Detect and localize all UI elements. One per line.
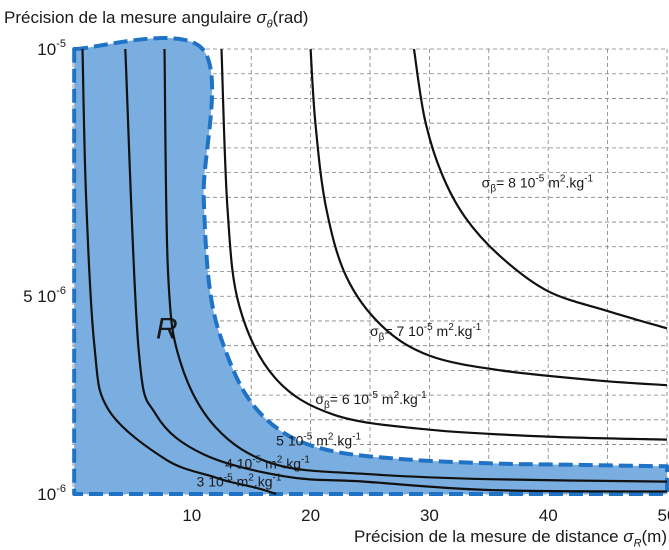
y-tick-exponent: -5 bbox=[56, 38, 66, 50]
label-unit2-exp: -1 bbox=[584, 173, 593, 184]
label-unit-exp: 2 bbox=[394, 390, 400, 401]
y-axis-title-subscript: θ bbox=[266, 18, 273, 31]
y-axis-title-symbol: σ bbox=[256, 8, 267, 27]
label-value: 6 bbox=[342, 391, 350, 407]
curve-4 bbox=[124, 48, 668, 493]
label-subscript: β bbox=[490, 183, 496, 194]
y-tick-exponent: -6 bbox=[56, 285, 66, 297]
curve-labels: σβ= 8 10-5 m2.kg-1σβ= 7 10-5 m2.kg-1σβ= … bbox=[197, 173, 594, 489]
label-unit2: .kg bbox=[282, 455, 301, 471]
label-power-base: 10 bbox=[516, 174, 536, 190]
label-subscript: β bbox=[379, 332, 385, 343]
label-exponent: -5 bbox=[252, 454, 261, 465]
label-exponent: -5 bbox=[303, 432, 312, 443]
label-unit2: .kg bbox=[454, 323, 473, 339]
label-equals: = bbox=[384, 323, 396, 339]
label-unit2-exp: -1 bbox=[301, 454, 310, 465]
label-unit2-exp: -1 bbox=[418, 390, 427, 401]
label-unit-exp: 2 bbox=[328, 432, 334, 443]
label-unit-exp: 2 bbox=[277, 454, 283, 465]
label-power-base: 10 bbox=[204, 474, 224, 490]
label-unit-exp: 2 bbox=[248, 473, 254, 484]
label-unit: m bbox=[378, 391, 394, 407]
label-unit2-exp: -1 bbox=[273, 473, 282, 484]
y-axis-title: Précision de la mesure angulaire σθ(rad) bbox=[4, 8, 308, 30]
label-unit: m bbox=[312, 433, 328, 449]
label-value: 5 bbox=[276, 433, 284, 449]
curve-label-7: σβ= 7 10-5 m2.kg-1 bbox=[370, 322, 482, 343]
label-unit-exp: 2 bbox=[448, 322, 454, 333]
tick-labels: 102030405010-55 10-610-6 bbox=[23, 38, 669, 525]
y-tick-base: 5 10 bbox=[23, 287, 56, 306]
x-tick-label: 40 bbox=[539, 506, 558, 525]
curve-label-8: σβ= 8 10-5 m2.kg-1 bbox=[482, 173, 594, 194]
label-power-base: 10 bbox=[350, 391, 370, 407]
label-power-base: 10 bbox=[404, 323, 424, 339]
label-unit2: .kg bbox=[399, 391, 418, 407]
x-axis-title-unit: (m) bbox=[641, 527, 667, 546]
curve-label-3: 3 10-5 m2.kg-1 bbox=[197, 473, 282, 490]
curve-6 bbox=[220, 48, 668, 441]
x-axis-title-subscript: R bbox=[633, 537, 642, 550]
y-tick-exponent: -6 bbox=[56, 483, 66, 495]
curve-label-5: 5 10-5 m2.kg-1 bbox=[276, 432, 361, 449]
label-value: 7 bbox=[396, 323, 404, 339]
label-sigma: σ bbox=[482, 174, 491, 190]
label-unit: m bbox=[261, 455, 277, 471]
curve-label-4: 4 10-5 m2.kg-1 bbox=[225, 454, 310, 471]
curve-8 bbox=[412, 48, 668, 330]
x-axis-title-text: Précision de la mesure de distance bbox=[353, 527, 624, 546]
label-value: 8 bbox=[508, 174, 516, 190]
curve-7 bbox=[309, 48, 668, 387]
y-axis-title-unit: (rad) bbox=[272, 8, 309, 27]
label-unit2-exp: -1 bbox=[352, 432, 361, 443]
label-unit: m bbox=[544, 174, 560, 190]
x-axis-title: Précision de la mesure de distance σR(m) bbox=[354, 527, 667, 549]
x-tick-label: 50 bbox=[658, 506, 669, 525]
label-power-base: 10 bbox=[233, 455, 253, 471]
y-tick-label: 10-6 bbox=[37, 483, 66, 504]
curve-5 bbox=[163, 48, 668, 483]
y-tick-label: 10-5 bbox=[37, 38, 66, 59]
label-unit2: .kg bbox=[333, 433, 352, 449]
label-equals: = bbox=[496, 174, 508, 190]
label-unit2-exp: -1 bbox=[472, 322, 481, 333]
y-tick-label: 5 10-6 bbox=[23, 285, 66, 306]
label-equals: = bbox=[330, 391, 342, 407]
y-tick-base: 10 bbox=[37, 40, 56, 59]
label-unit2: .kg bbox=[565, 174, 584, 190]
label-exponent: -5 bbox=[535, 173, 544, 184]
label-unit: m bbox=[433, 323, 449, 339]
label-exponent: -5 bbox=[424, 322, 433, 333]
label-subscript: β bbox=[324, 400, 330, 411]
label-unit: m bbox=[233, 474, 249, 490]
label-sigma: σ bbox=[315, 391, 324, 407]
label-power-base: 10 bbox=[284, 433, 304, 449]
curve-3 bbox=[81, 48, 277, 496]
label-unit-exp: 2 bbox=[560, 173, 566, 184]
label-exponent: -5 bbox=[224, 473, 233, 484]
x-tick-label: 30 bbox=[420, 506, 439, 525]
curves bbox=[81, 48, 668, 496]
region-area bbox=[72, 36, 669, 496]
label-unit2: .kg bbox=[254, 474, 273, 490]
label-exponent: -5 bbox=[369, 390, 378, 401]
label-value: 3 bbox=[197, 474, 205, 490]
x-axis-title-symbol: σ bbox=[623, 527, 634, 546]
y-axis-title-text: Précision de la mesure angulaire bbox=[4, 8, 257, 27]
curve-label-6: σβ= 6 10-5 m2.kg-1 bbox=[315, 390, 427, 411]
y-tick-base: 10 bbox=[37, 485, 56, 504]
x-tick-label: 20 bbox=[301, 506, 320, 525]
x-tick-label: 10 bbox=[182, 506, 201, 525]
label-sigma: σ bbox=[370, 323, 379, 339]
label-value: 4 bbox=[225, 455, 233, 471]
